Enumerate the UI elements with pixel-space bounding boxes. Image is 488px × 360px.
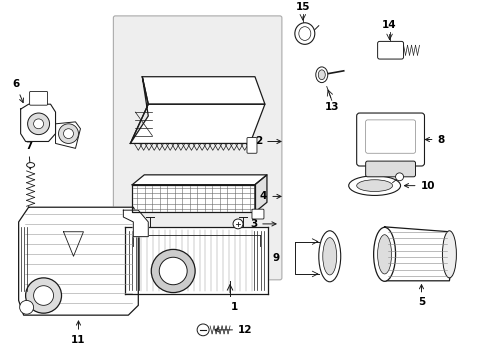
FancyBboxPatch shape xyxy=(30,91,47,105)
Polygon shape xyxy=(130,77,148,143)
Ellipse shape xyxy=(373,227,395,281)
FancyBboxPatch shape xyxy=(251,209,264,219)
Polygon shape xyxy=(130,139,249,143)
Ellipse shape xyxy=(377,235,391,274)
Polygon shape xyxy=(123,210,148,237)
Text: 4: 4 xyxy=(260,192,281,202)
Ellipse shape xyxy=(322,238,336,275)
FancyBboxPatch shape xyxy=(365,120,415,153)
Polygon shape xyxy=(19,207,138,315)
Circle shape xyxy=(59,124,78,143)
Text: 12: 12 xyxy=(215,325,252,335)
Circle shape xyxy=(151,249,195,293)
Ellipse shape xyxy=(442,231,455,278)
FancyBboxPatch shape xyxy=(113,16,281,280)
Text: 13: 13 xyxy=(324,102,338,112)
Polygon shape xyxy=(130,104,264,143)
FancyBboxPatch shape xyxy=(365,161,415,177)
Ellipse shape xyxy=(318,231,340,282)
Text: 3: 3 xyxy=(249,219,275,229)
Circle shape xyxy=(159,257,187,285)
Circle shape xyxy=(63,129,73,139)
Circle shape xyxy=(395,173,403,181)
Text: 2: 2 xyxy=(254,136,281,147)
FancyBboxPatch shape xyxy=(356,113,424,166)
Circle shape xyxy=(25,278,61,313)
Ellipse shape xyxy=(348,176,400,195)
Circle shape xyxy=(20,301,34,314)
Polygon shape xyxy=(374,227,453,281)
FancyBboxPatch shape xyxy=(377,41,403,59)
Text: 14: 14 xyxy=(382,20,396,30)
Text: 10: 10 xyxy=(404,181,434,191)
Text: 7: 7 xyxy=(25,141,32,169)
Text: 9: 9 xyxy=(272,253,279,263)
Polygon shape xyxy=(132,175,266,185)
Circle shape xyxy=(34,119,43,129)
Polygon shape xyxy=(142,77,264,104)
Ellipse shape xyxy=(294,23,314,44)
Polygon shape xyxy=(125,227,267,293)
Text: 11: 11 xyxy=(71,321,85,345)
Text: 5: 5 xyxy=(417,285,424,307)
Ellipse shape xyxy=(356,180,392,192)
Ellipse shape xyxy=(26,163,35,167)
Ellipse shape xyxy=(315,67,327,82)
Ellipse shape xyxy=(298,27,310,40)
Text: 8: 8 xyxy=(425,135,444,144)
Circle shape xyxy=(233,219,243,229)
Circle shape xyxy=(197,324,209,336)
Polygon shape xyxy=(20,104,56,141)
Circle shape xyxy=(34,286,53,305)
Polygon shape xyxy=(132,185,254,212)
Polygon shape xyxy=(254,175,266,212)
Polygon shape xyxy=(56,122,81,148)
Ellipse shape xyxy=(318,70,325,80)
FancyBboxPatch shape xyxy=(246,138,256,153)
Text: 15: 15 xyxy=(295,2,309,12)
Text: 6: 6 xyxy=(12,80,23,103)
Text: 1: 1 xyxy=(230,302,237,312)
Circle shape xyxy=(27,113,49,135)
